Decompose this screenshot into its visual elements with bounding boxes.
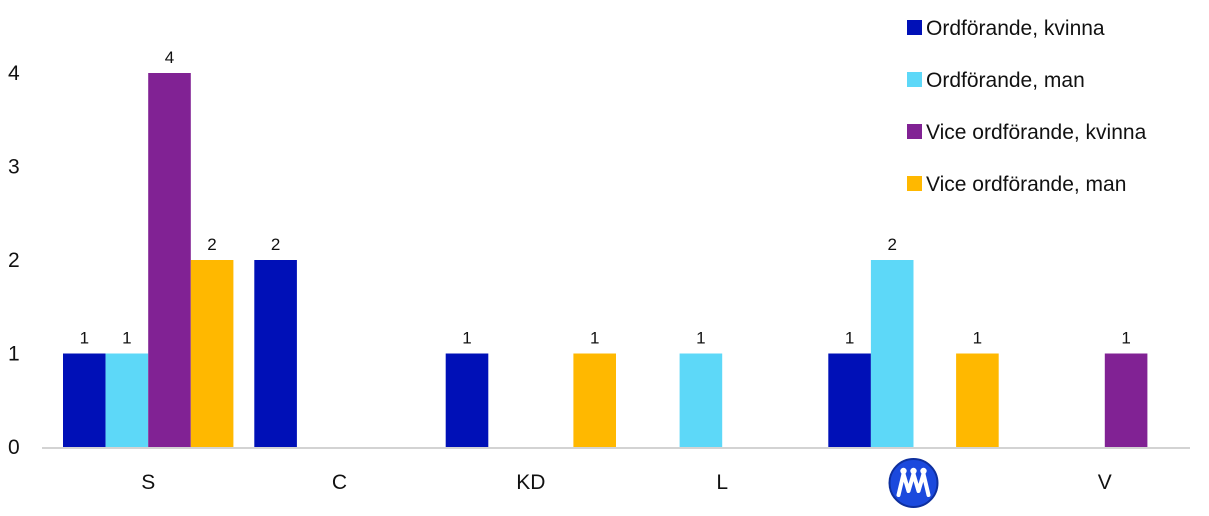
y-tick-label: 2	[8, 249, 20, 272]
x-category-label: L	[716, 471, 728, 494]
data-label: 1	[122, 329, 131, 348]
legend-label: Ordförande, kvinna	[926, 17, 1105, 40]
y-tick-label: 0	[8, 436, 20, 459]
x-category-label: C	[332, 471, 347, 494]
x-category-label: M	[905, 470, 923, 493]
legend-swatch	[907, 20, 922, 35]
moderaterna-logo-icon	[888, 458, 939, 508]
x-category-label: KD	[516, 471, 545, 494]
x-category-label: S	[141, 471, 155, 494]
data-label: 1	[590, 329, 599, 348]
bar	[956, 353, 999, 447]
legend-item: Vice ordförande, man	[907, 173, 1126, 196]
bar	[63, 353, 106, 447]
y-tick-label: 4	[8, 62, 20, 85]
data-label: 2	[271, 235, 280, 254]
legend-swatch	[907, 72, 922, 87]
data-labels: 1 2 1 1 1 1 2 4 1 2 1 1	[80, 48, 1131, 348]
x-axis: S C KD L M V	[141, 458, 1112, 508]
data-label: 4	[165, 48, 174, 67]
data-label: 2	[887, 235, 896, 254]
y-axis: 0 1 2 3 4	[8, 62, 20, 459]
bar	[190, 260, 234, 447]
x-category-label: V	[1098, 471, 1112, 494]
data-label: 1	[1121, 329, 1130, 348]
legend-label: Ordförande, man	[926, 69, 1085, 92]
legend-label: Vice ordförande, man	[926, 173, 1126, 196]
y-tick-label: 3	[8, 156, 20, 179]
legend-item: Ordförande, kvinna	[907, 17, 1105, 40]
legend-label: Vice ordförande, kvinna	[926, 121, 1147, 144]
bar	[445, 353, 489, 447]
bar	[573, 353, 616, 447]
data-label: 2	[207, 235, 216, 254]
data-label: 1	[696, 329, 705, 348]
legend-swatch	[907, 124, 922, 139]
legend-item: Vice ordförande, kvinna	[907, 121, 1147, 144]
bar	[679, 353, 723, 447]
data-label: 1	[80, 329, 89, 348]
legend: Ordförande, kvinna Ordförande, man Vice or…	[907, 17, 1147, 196]
bar	[105, 353, 149, 447]
bar	[828, 353, 871, 447]
y-tick-label: 1	[8, 343, 20, 366]
legend-item: Ordförande, man	[907, 69, 1085, 92]
bar	[870, 260, 914, 447]
bar	[148, 73, 191, 447]
bars	[63, 73, 1148, 447]
data-label: 1	[973, 329, 982, 348]
bar	[1104, 353, 1148, 447]
data-label: 1	[462, 329, 471, 348]
legend-swatch	[907, 176, 922, 191]
data-label: 1	[845, 329, 854, 348]
bar	[254, 260, 297, 447]
